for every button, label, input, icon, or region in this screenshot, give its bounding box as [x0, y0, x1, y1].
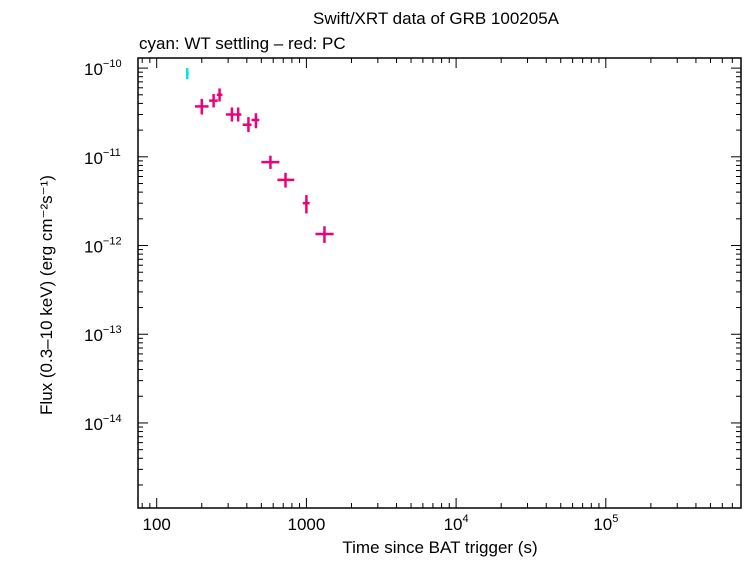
- y-tick-label: 10−14: [84, 413, 122, 434]
- y-tick-label: 10−13: [84, 324, 122, 345]
- data-point: [315, 226, 334, 243]
- chart-title: Swift/XRT data of GRB 100205A: [313, 9, 560, 28]
- x-tick-label: 1000: [287, 515, 325, 534]
- x-axis-label: Time since BAT trigger (s): [342, 538, 537, 557]
- x-tick-label: 105: [593, 513, 618, 534]
- axis-ticks: [138, 58, 742, 508]
- x-tick-label: 104: [444, 513, 469, 534]
- y-tick-label: 10−11: [84, 147, 121, 168]
- data-point: [261, 155, 280, 169]
- data-points: [186, 68, 334, 243]
- chart-subtitle: cyan: WT settling – red: PC: [139, 34, 346, 53]
- axis-tick-labels: 100 1000 104 105 10−10 10−11 10−12 10−13 10−14: [84, 58, 618, 534]
- y-axis-label: Flux (0.3–10 keV) (erg cm⁻²s⁻¹): [37, 175, 56, 415]
- plot-frame: [137, 57, 742, 509]
- data-point: [209, 94, 218, 108]
- series-wt-settling: [186, 68, 189, 80]
- data-point: [225, 107, 236, 122]
- data-point: [194, 98, 209, 115]
- data-point: [277, 172, 295, 188]
- data-point: [251, 113, 260, 129]
- data-point: [302, 195, 310, 214]
- data-point: [186, 68, 189, 80]
- series-pc: [194, 88, 334, 243]
- data-point: [216, 88, 223, 102]
- x-tick-label: 100: [143, 515, 171, 534]
- y-tick-label: 10−12: [84, 236, 122, 257]
- data-point: [242, 117, 252, 133]
- data-point: [235, 107, 242, 122]
- y-tick-label: 10−10: [84, 58, 122, 79]
